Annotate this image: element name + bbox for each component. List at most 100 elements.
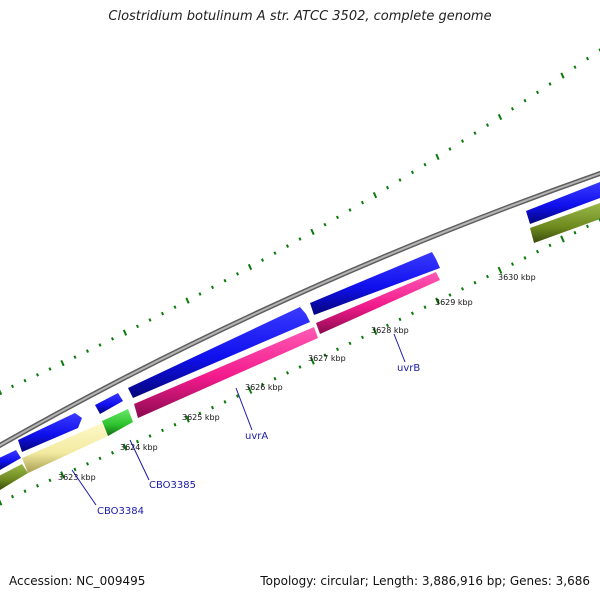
- tick-mark: [48, 478, 52, 483]
- tick-mark: [260, 258, 265, 262]
- gene-label-uvrB[interactable]: uvrB: [397, 363, 420, 374]
- tick-mark: [335, 215, 340, 220]
- gene-labels: CBO3384 CBO3385 uvrA uvrB: [97, 363, 420, 517]
- tick-mark: [573, 65, 577, 69]
- tick-mark: [323, 353, 327, 357]
- tick-mark: [535, 90, 540, 95]
- tick-mark: [60, 359, 65, 367]
- tick-mark: [435, 297, 440, 305]
- leader-uvrB: [393, 333, 406, 363]
- tick-mark: [385, 323, 390, 328]
- tick-mark: [85, 349, 90, 353]
- tick-mark: [585, 56, 590, 61]
- tick-mark: [0, 499, 3, 506]
- feature-olive-right[interactable]: [530, 203, 600, 243]
- tick-mark: [85, 462, 90, 466]
- cds-feature[interactable]: [95, 393, 123, 414]
- tick-mark: [285, 244, 290, 248]
- tick-mark: [497, 266, 503, 274]
- tick-mark: [110, 451, 115, 455]
- tick-mark: [48, 367, 52, 371]
- cds-feature[interactable]: [0, 450, 21, 470]
- gene-label-uvrA[interactable]: uvrA: [245, 431, 268, 442]
- tick-mark: [348, 341, 352, 346]
- gene-label-cbo3385[interactable]: CBO3385: [149, 480, 196, 491]
- tick-mark: [585, 224, 590, 229]
- tick-mark: [285, 371, 290, 375]
- tick-mark: [73, 467, 77, 472]
- tick-mark: [260, 382, 265, 387]
- tick-label-3624: 3624 kbp: [120, 443, 158, 452]
- cds-feature[interactable]: [128, 307, 310, 398]
- tick-mark: [510, 262, 515, 266]
- backbone-circle: [0, 170, 600, 449]
- tick-mark: [247, 386, 253, 394]
- tick-mark: [298, 237, 302, 241]
- tick-mark: [73, 355, 77, 359]
- feature-cbo3384[interactable]: [22, 423, 108, 473]
- tick-mark: [173, 305, 177, 309]
- feature-cbo3385[interactable]: [102, 409, 133, 436]
- tick-label-3629: 3629 kbp: [435, 298, 473, 307]
- cds-feature[interactable]: [18, 413, 82, 452]
- tick-mark: [35, 373, 40, 377]
- tick-mark: [423, 305, 427, 309]
- tick-mark: [185, 415, 190, 423]
- tick-mark: [235, 394, 240, 398]
- tick-mark: [223, 400, 227, 404]
- tick-mark: [0, 389, 3, 396]
- tick-mark: [60, 471, 65, 479]
- tick-mark: [235, 272, 240, 276]
- map-title: Clostridium botulinum A str. ATCC 3502, …: [108, 9, 492, 24]
- tick-mark: [310, 228, 315, 235]
- tick-mark: [148, 318, 152, 322]
- tick-mark: [510, 107, 515, 111]
- tick-mark: [273, 376, 277, 381]
- tick-label-3630: 3630 kbp: [498, 273, 536, 282]
- tick-mark: [173, 422, 177, 427]
- cds-feature[interactable]: [310, 252, 440, 315]
- tick-mark: [560, 235, 565, 243]
- tick-mark: [23, 378, 27, 383]
- tick-mark: [135, 439, 140, 444]
- feature-uvrA[interactable]: [134, 327, 318, 418]
- tick-mark: [23, 489, 27, 493]
- tick-mark: [460, 139, 465, 143]
- feature-uvrB[interactable]: [316, 272, 440, 334]
- genome-summary: Topology: circular; Length: 3,886,916 bp…: [260, 574, 590, 588]
- tick-mark: [185, 297, 190, 304]
- tick-label-3626: 3626 kbp: [245, 383, 283, 392]
- cds-feature[interactable]: [526, 182, 600, 224]
- tick-mark: [10, 384, 15, 389]
- tick-mark: [310, 357, 315, 365]
- tick-label-3627: 3627 kbp: [308, 354, 346, 363]
- tick-mark: [548, 82, 552, 86]
- tick-mark: [323, 222, 327, 227]
- tick-mark: [35, 484, 40, 488]
- tick-mark: [448, 293, 452, 297]
- tick-mark: [122, 443, 128, 451]
- tick-mark: [98, 456, 102, 461]
- tick-mark: [485, 123, 490, 127]
- gene-label-cbo3384[interactable]: CBO3384: [97, 506, 144, 517]
- tick-mark: [98, 343, 102, 347]
- tick-mark: [423, 162, 427, 167]
- tick-mark: [385, 185, 390, 190]
- tick-mark: [135, 324, 140, 329]
- tick-mark: [535, 249, 540, 254]
- leader-uvrA: [235, 387, 253, 431]
- tick-label-3628: 3628 kbp: [371, 326, 409, 335]
- tick-mark: [10, 494, 15, 499]
- tick-mark: [110, 337, 115, 341]
- tick-mark: [435, 153, 440, 160]
- tick-mark: [198, 411, 202, 416]
- tick-label-3625: 3625 kbp: [182, 413, 220, 422]
- feature-cbo3384-like[interactable]: [0, 464, 28, 490]
- tick-mark: [360, 335, 365, 340]
- tick-mark: [460, 287, 465, 291]
- tick-mark: [148, 434, 152, 438]
- accession-label: Accession: NC_009495: [9, 574, 146, 588]
- tick-mark: [198, 292, 202, 296]
